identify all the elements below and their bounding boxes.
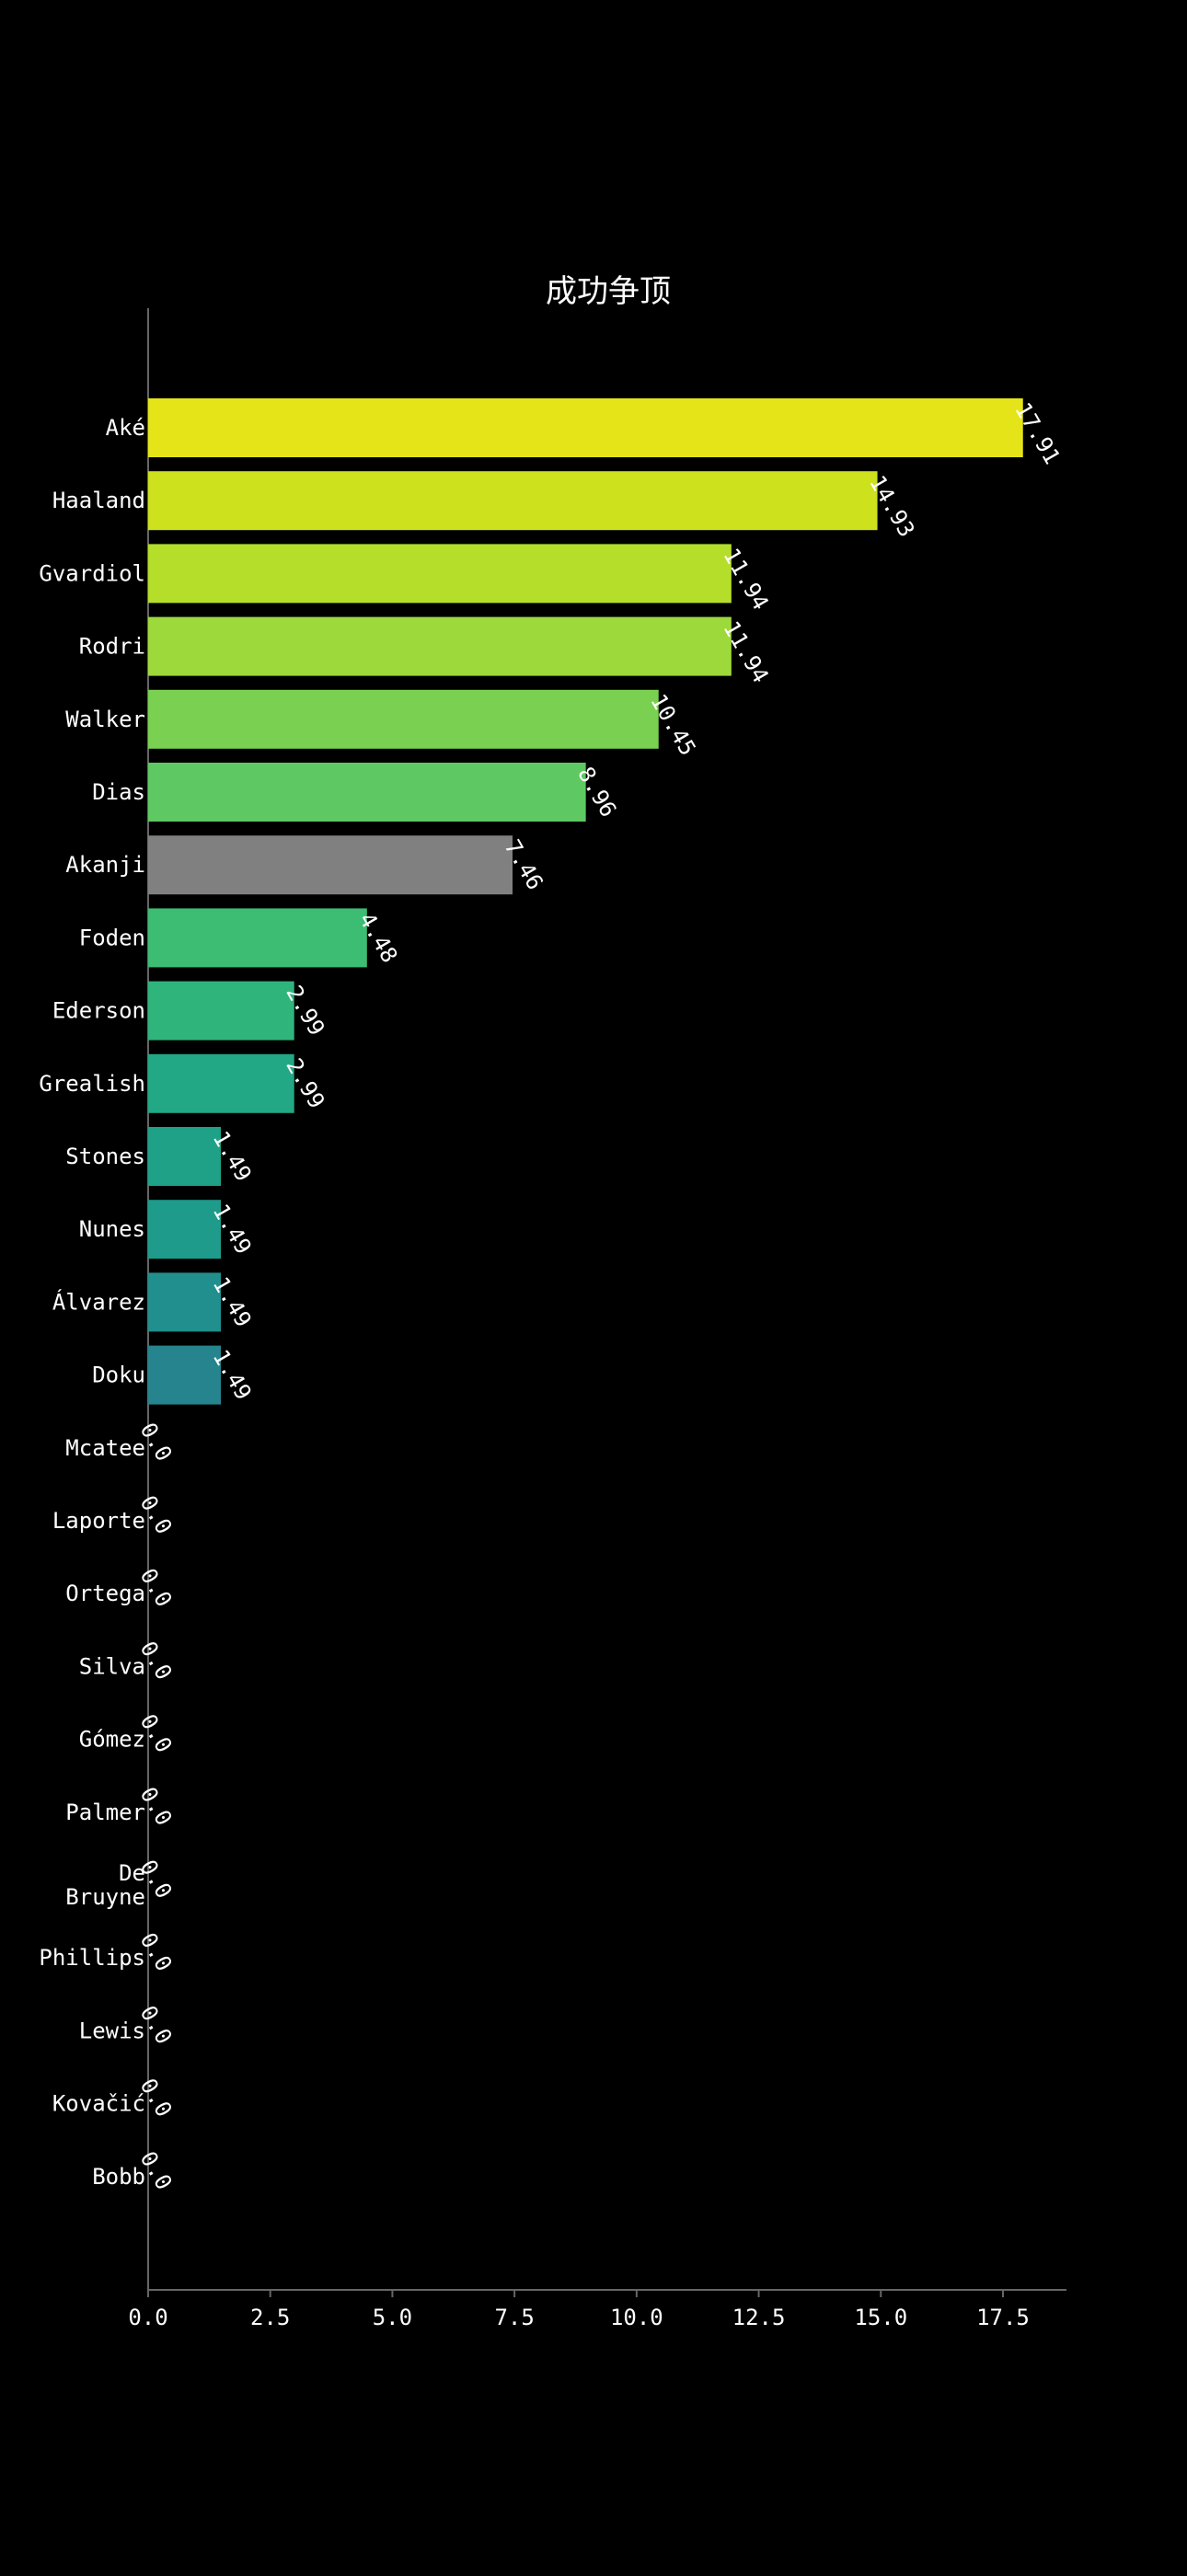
x-tick-label: 12.5 — [732, 2305, 786, 2330]
x-tick-label: 17.5 — [976, 2305, 1030, 2330]
bar — [148, 981, 294, 1041]
bar — [148, 1200, 222, 1259]
x-tick-label: 0.0 — [128, 2305, 167, 2330]
category-label: Foden — [79, 925, 145, 950]
category-label: Ederson — [52, 998, 145, 1024]
category-label: Kovačić — [52, 2091, 145, 2117]
x-tick-label: 10.0 — [610, 2305, 663, 2330]
category-label: Laporte — [52, 1508, 145, 1534]
category-label: Palmer — [65, 1800, 145, 1825]
category-label: Álvarez — [52, 1288, 145, 1315]
category-label: Haaland — [52, 488, 145, 513]
category-label: Rodri — [79, 634, 145, 660]
bar — [148, 398, 1023, 457]
category-label: Grealish — [39, 1071, 145, 1097]
bar — [148, 1345, 222, 1405]
bar — [148, 1053, 294, 1113]
category-label: De Bruyne — [65, 1860, 145, 1910]
category-label: Silva — [79, 1653, 145, 1679]
category-label: Ortega — [65, 1581, 145, 1606]
x-tick-label: 7.5 — [494, 2305, 534, 2330]
bar — [148, 1127, 222, 1186]
category-label: Lewis — [79, 2018, 145, 2043]
category-label: Gómez — [79, 1727, 145, 1753]
category-label: Bobb — [92, 2164, 145, 2190]
x-tick-label: 2.5 — [250, 2305, 290, 2330]
category-label: Nunes — [79, 1216, 145, 1242]
bar — [148, 471, 878, 531]
category-label: Dias — [92, 779, 145, 805]
bar — [148, 544, 732, 604]
x-tick-label: 5.0 — [373, 2305, 412, 2330]
chart-title: 成功争顶 — [546, 273, 671, 310]
bar — [148, 689, 659, 749]
category-label: Mcatee — [65, 1435, 145, 1461]
category-label: Phillips — [39, 1945, 145, 1971]
bar — [148, 835, 513, 895]
bar — [148, 763, 586, 822]
x-tick-label: 15.0 — [854, 2305, 907, 2330]
category-label: Akanji — [65, 852, 145, 878]
category-label: Stones — [65, 1144, 145, 1169]
category-label: Walker — [65, 707, 145, 732]
category-label: Aké — [106, 415, 145, 441]
category-label: Doku — [92, 1363, 145, 1388]
bar — [148, 1272, 222, 1332]
bar — [148, 908, 367, 968]
category-label: Gvardiol — [39, 560, 145, 586]
bar — [148, 616, 732, 676]
